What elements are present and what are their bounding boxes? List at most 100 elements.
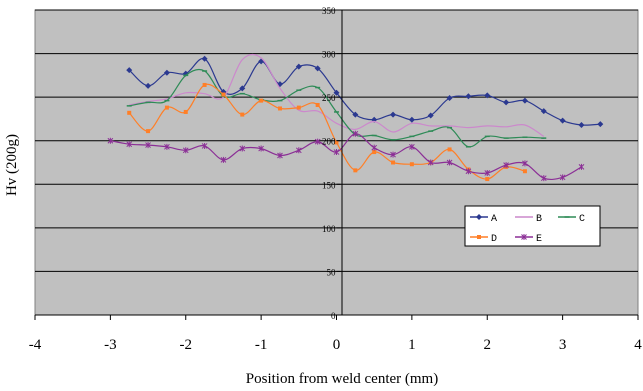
y-tick-label: 0 [331, 311, 336, 321]
data-point [484, 92, 491, 99]
series-line [129, 53, 545, 137]
y-tick-label: 50 [327, 267, 337, 277]
data-point [126, 141, 133, 148]
legend-label: A [491, 214, 497, 225]
data-point [146, 129, 151, 134]
data-point [447, 147, 452, 152]
legend-entry-A: A [470, 214, 497, 225]
data-point [372, 150, 377, 155]
data-point [540, 108, 547, 115]
legend-box [464, 205, 601, 247]
data-point [258, 145, 264, 152]
data-point [559, 174, 566, 181]
legend-label: C [579, 214, 585, 225]
y-axis-title: Hv (200g) [4, 134, 20, 196]
series-line [128, 83, 526, 180]
series-line [110, 133, 582, 181]
data-point [578, 122, 585, 129]
x-tick-label: -1 [255, 337, 268, 353]
data-point [220, 156, 227, 163]
data-point [315, 102, 320, 107]
x-tick-label: 3 [559, 337, 567, 353]
data-point [314, 65, 321, 72]
data-point [521, 97, 528, 104]
series-A [126, 55, 604, 129]
data-point [446, 159, 453, 166]
x-tick-label: -2 [180, 337, 193, 353]
y-tick-label: 350 [322, 6, 336, 16]
data-point [597, 121, 604, 128]
data-point [145, 142, 151, 149]
data-point [484, 169, 491, 176]
data-point [352, 111, 359, 118]
data-point [333, 89, 340, 96]
data-point [334, 140, 339, 145]
x-tick-label: -4 [29, 337, 42, 353]
x-tick-labels: -4 -3 -2 -1 0 1 2 3 4 [29, 315, 642, 353]
data-point [295, 147, 302, 154]
data-point [446, 95, 453, 102]
legend-entry-C: C [558, 214, 585, 225]
data-point [314, 138, 321, 145]
data-point [295, 63, 302, 70]
y-tick-label: 300 [322, 50, 336, 60]
data-point [183, 109, 188, 114]
series-layer [107, 53, 604, 182]
data-point [201, 142, 208, 149]
y-tick-label: 100 [322, 224, 336, 234]
data-point [239, 85, 246, 92]
legend-entry-E: E [515, 234, 542, 245]
data-point [353, 168, 358, 173]
data-point [485, 177, 490, 182]
data-point [240, 112, 245, 117]
data-point [201, 55, 208, 62]
legend-label: B [536, 214, 542, 225]
data-point [107, 137, 114, 144]
data-point [296, 105, 301, 110]
data-point [465, 93, 472, 100]
legend-label: E [536, 234, 542, 245]
x-tick-label: 1 [408, 337, 416, 353]
data-point [277, 152, 283, 159]
data-point [182, 147, 189, 154]
data-point [409, 143, 415, 150]
x-tick-label: 2 [484, 337, 492, 353]
legend-marker [521, 234, 527, 240]
data-point [391, 160, 396, 165]
legend-entry-B: B [515, 214, 542, 225]
data-point [522, 169, 527, 174]
legend: A B C D E [464, 205, 601, 247]
series-E [107, 130, 585, 182]
legend-marker [476, 214, 482, 220]
y-tick-label: 200 [322, 137, 336, 147]
data-point [164, 105, 169, 110]
series-C [126, 68, 547, 148]
legend-entry-D: D [470, 234, 497, 245]
data-point [503, 162, 509, 169]
data-point [371, 144, 378, 151]
data-point [202, 82, 207, 87]
y-tick-label: 250 [322, 93, 336, 103]
data-point [578, 163, 585, 170]
data-point [164, 143, 170, 150]
data-point [239, 145, 246, 152]
data-point [126, 67, 133, 74]
data-point [221, 92, 226, 97]
y-tick-label: 150 [322, 180, 336, 190]
data-point [427, 112, 434, 119]
x-tick-label: -3 [104, 337, 117, 353]
data-point [333, 149, 340, 156]
data-point [145, 82, 152, 89]
x-axis-title: Position from weld center (mm) [246, 371, 438, 387]
legend-marker [477, 235, 481, 239]
data-point [390, 151, 396, 158]
data-point [540, 175, 547, 182]
data-point [465, 168, 472, 175]
data-point [522, 160, 528, 167]
series-B [129, 53, 545, 137]
data-point [427, 159, 434, 166]
data-point [352, 130, 359, 137]
data-point [259, 98, 264, 103]
data-point [127, 110, 132, 115]
